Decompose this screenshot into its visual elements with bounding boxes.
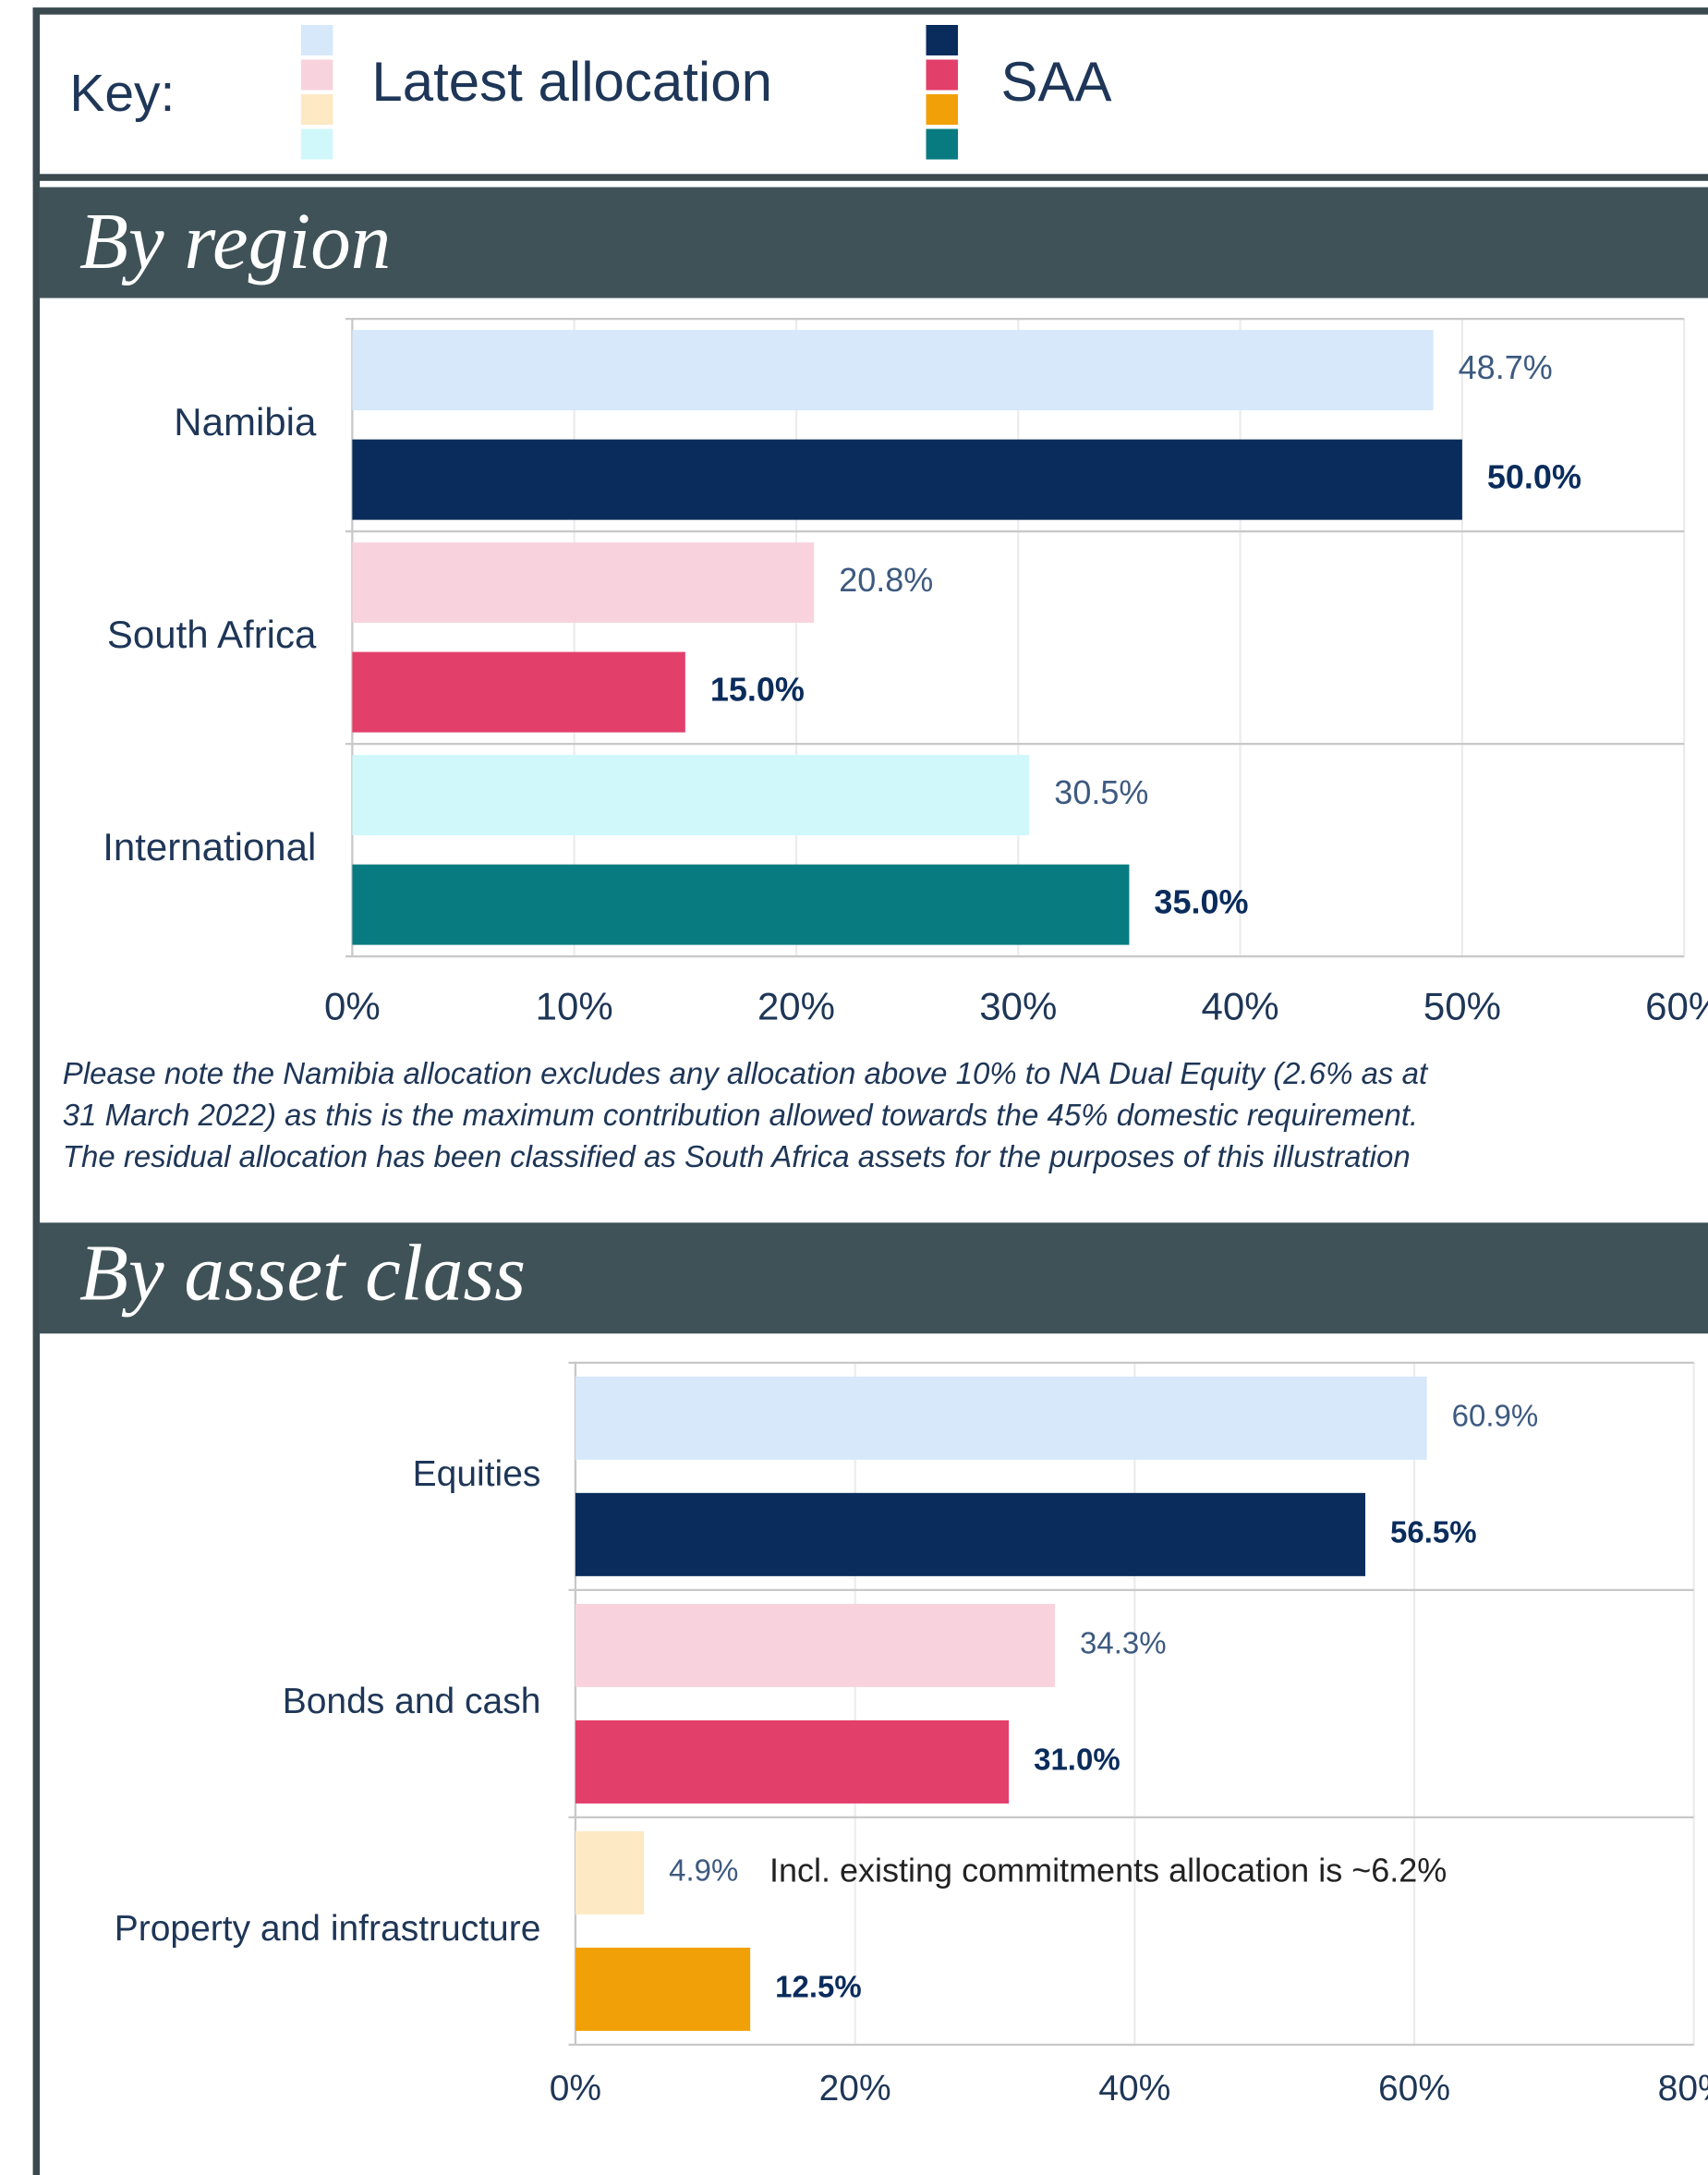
value-label: 34.3% (1080, 1626, 1167, 1660)
x-tick-label: 60% (1378, 2069, 1450, 2108)
section-title: By asset class (79, 1227, 526, 1317)
category-label: International (103, 825, 316, 869)
key-box (32, 7, 1708, 181)
key-swatch (300, 59, 333, 91)
note: The residual allocation has been classif… (63, 1139, 1411, 1173)
bar (575, 1492, 1366, 1576)
key-swatches (300, 25, 959, 160)
bar (575, 1603, 1056, 1687)
bar (575, 1719, 1010, 1804)
key-swatch (926, 128, 959, 160)
category-label: Bonds and cash (283, 1682, 541, 1721)
category-label: Namibia (174, 400, 317, 444)
bar (575, 1830, 645, 1914)
bar (575, 1376, 1427, 1460)
section-header (39, 1222, 1708, 1334)
x-tick-label: 20% (819, 2069, 891, 2108)
key-swatch (926, 59, 959, 91)
bar (575, 1947, 751, 2031)
bar (352, 542, 815, 624)
value-label: 56.5% (1390, 1515, 1477, 1549)
key-label: Key: (69, 64, 175, 123)
x-tick-label: 60% (1645, 984, 1708, 1027)
category-label: South Africa (107, 613, 317, 656)
key-swatch (926, 25, 959, 56)
x-tick-label: 0% (550, 2069, 601, 2108)
value-label: 15.0% (710, 671, 805, 709)
x-tick-label: 50% (1423, 984, 1501, 1027)
section-header (39, 187, 1708, 298)
bar (352, 651, 685, 733)
value-label: 20.8% (839, 561, 933, 599)
x-tick-label: 40% (1202, 984, 1279, 1027)
value-label: 35.0% (1154, 883, 1248, 921)
bar (352, 755, 1030, 836)
value-label: 30.5% (1054, 773, 1148, 811)
x-tick-label: 40% (1098, 2069, 1170, 2108)
note: Please note the Namibia allocation exclu… (63, 1056, 1429, 1090)
bar (352, 864, 1130, 945)
x-tick-label: 10% (536, 984, 613, 1027)
value-label: 50.0% (1487, 458, 1581, 496)
value-label: 60.9% (1452, 1399, 1539, 1433)
value-label: 4.9% (669, 1853, 738, 1888)
key-entry: Latest allocation (371, 51, 772, 113)
annotation: Incl. existing commitments allocation is… (769, 1851, 1447, 1889)
key-swatch (300, 25, 333, 56)
key-entry: SAA (1001, 51, 1112, 113)
key-swatch (300, 128, 333, 160)
x-tick-label: 30% (979, 984, 1057, 1027)
category-label: Equities (413, 1454, 541, 1494)
note: 31 March 2022) as this is the maximum co… (63, 1098, 1418, 1132)
section-title: By region (79, 196, 391, 286)
bar (352, 330, 1434, 411)
charts: 0% 10% 20% 30% 40% 50% 60% Namibia 48.7% 50.0% Sou… (63, 317, 1708, 2108)
key-swatch (926, 94, 959, 126)
bar (352, 439, 1462, 520)
x-tick-label: 20% (757, 984, 835, 1027)
x-tick-label: 0% (324, 984, 381, 1027)
value-label: 31.0% (1034, 1743, 1120, 1777)
category-label: Property and infrastructure (115, 1909, 541, 1949)
key-swatch (300, 94, 333, 126)
x-tick-label: 80% (1658, 2069, 1708, 2108)
value-label: 12.5% (775, 1970, 862, 2004)
value-label: 48.7% (1459, 348, 1553, 386)
